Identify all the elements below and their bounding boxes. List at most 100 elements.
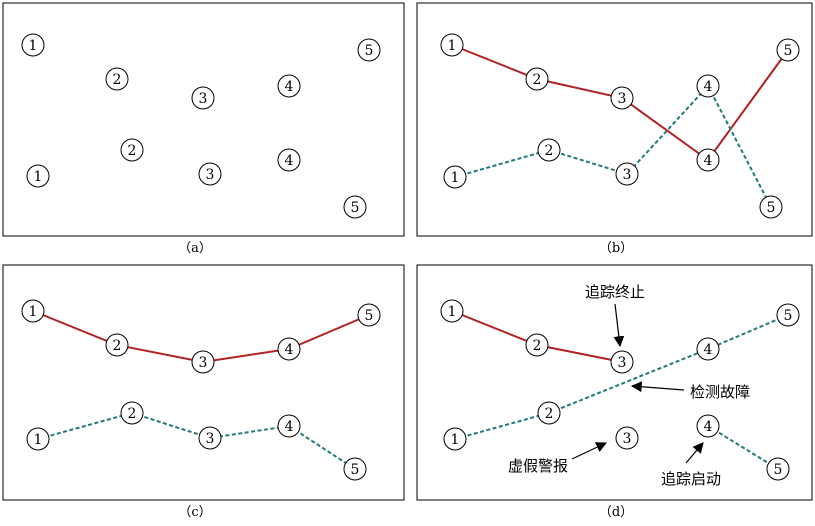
annotation-label: 追踪终止: [585, 283, 645, 301]
track-node: 4: [277, 74, 301, 98]
node-circle: [537, 138, 561, 162]
track-node: 3: [615, 162, 639, 186]
node-circle: [277, 337, 301, 361]
node-circle: [357, 38, 381, 62]
panel-c: 1 2 3 4 5 1 2 3 4 5: [2, 264, 405, 501]
node-label: 5: [774, 462, 783, 478]
node-label: 1: [448, 38, 457, 54]
panel-caption: （d）: [599, 505, 633, 520]
track-node: 2: [120, 401, 144, 425]
annotation-arrow: [685, 442, 704, 464]
node-circle: [696, 74, 720, 98]
node-circle: [120, 138, 144, 162]
node-label: 1: [34, 432, 43, 448]
annotation-arrow: [613, 303, 625, 348]
track-node: 4: [696, 74, 720, 98]
node-circle: [610, 86, 634, 110]
node-label: 2: [128, 406, 137, 422]
node-circle: [343, 195, 367, 219]
node-label: 1: [29, 304, 38, 320]
node-circle: [105, 67, 129, 91]
node-circle: [776, 38, 800, 62]
node-label: 3: [206, 431, 215, 447]
track-node: 2: [537, 401, 561, 425]
track-node: 2: [105, 67, 129, 91]
track-dashed-line: [37, 411, 356, 470]
node-label: 1: [451, 170, 460, 186]
track-node: 2: [120, 138, 144, 162]
node-circle: [21, 33, 45, 57]
annotation-label: 检测故障: [690, 383, 750, 401]
track-node: 4: [696, 148, 720, 172]
annotation-label: 追踪启动: [661, 470, 721, 488]
track-node: 3: [198, 162, 222, 186]
track-node: 2: [525, 333, 549, 357]
track-node: 4: [277, 337, 301, 361]
track-node: 3: [610, 350, 634, 374]
track-dashed-line: [454, 314, 789, 440]
panel-caption: （c）: [178, 505, 211, 520]
node-circle: [357, 303, 381, 327]
node-label: 2: [113, 338, 122, 354]
track-node: 1: [26, 427, 50, 451]
track-node: 5: [776, 38, 800, 62]
track-node: 3: [191, 86, 215, 110]
track-node: 1: [440, 33, 464, 57]
node-label: 3: [199, 91, 208, 107]
panel-b: 1 2 3 4 5 1 2 3 4 5: [416, 2, 813, 237]
node-label: 1: [448, 304, 457, 320]
node-circle: [120, 401, 144, 425]
node-label: 3: [623, 167, 632, 183]
node-label: 3: [618, 355, 627, 371]
node-circle: [525, 333, 549, 357]
track-node: 1: [26, 164, 50, 188]
node-circle: [615, 426, 639, 450]
node-circle: [26, 164, 50, 188]
node-circle: [443, 427, 467, 451]
track-dashed-line: [707, 425, 779, 470]
track-node: 1: [440, 299, 464, 323]
track-node: 4: [696, 414, 720, 438]
node-label: 3: [618, 91, 627, 107]
node-label: 4: [704, 153, 713, 169]
panel-a: 1 2 3 4 5 1 2 3 4 5: [2, 2, 405, 237]
node-circle: [440, 299, 464, 323]
node-label: 5: [365, 43, 374, 59]
node-label: 2: [545, 406, 554, 422]
node-label: 1: [451, 432, 460, 448]
track-node: 2: [525, 67, 549, 91]
node-label: 1: [29, 38, 38, 54]
track-node: 2: [537, 138, 561, 162]
track-node: 2: [105, 333, 129, 357]
node-circle: [537, 401, 561, 425]
track-node: 4: [696, 337, 720, 361]
node-label: 4: [704, 79, 713, 95]
track-node: 5: [766, 457, 790, 481]
annotation-arrow: [571, 442, 607, 460]
node-label: 4: [285, 153, 294, 169]
panel-caption: （b）: [599, 241, 633, 256]
track-node: 1: [443, 427, 467, 451]
track-node: 5: [343, 457, 367, 481]
node-circle: [198, 162, 222, 186]
node-circle: [277, 148, 301, 172]
node-circle: [191, 350, 215, 374]
track-node: 3: [615, 426, 639, 450]
track-node: 4: [277, 148, 301, 172]
track-node: 5: [357, 303, 381, 327]
track-node: 1: [21, 33, 45, 57]
node-label: 1: [34, 169, 43, 185]
node-circle: [26, 427, 50, 451]
track-node: 5: [357, 38, 381, 62]
node-label: 4: [285, 419, 294, 435]
node-label: 5: [784, 43, 793, 59]
node-circle: [105, 333, 129, 357]
track-node: 3: [610, 86, 634, 110]
track-node: 5: [759, 195, 783, 219]
node-label: 2: [533, 72, 542, 88]
node-circle: [525, 67, 549, 91]
node-label: 3: [199, 355, 208, 371]
node-label: 2: [533, 338, 542, 354]
